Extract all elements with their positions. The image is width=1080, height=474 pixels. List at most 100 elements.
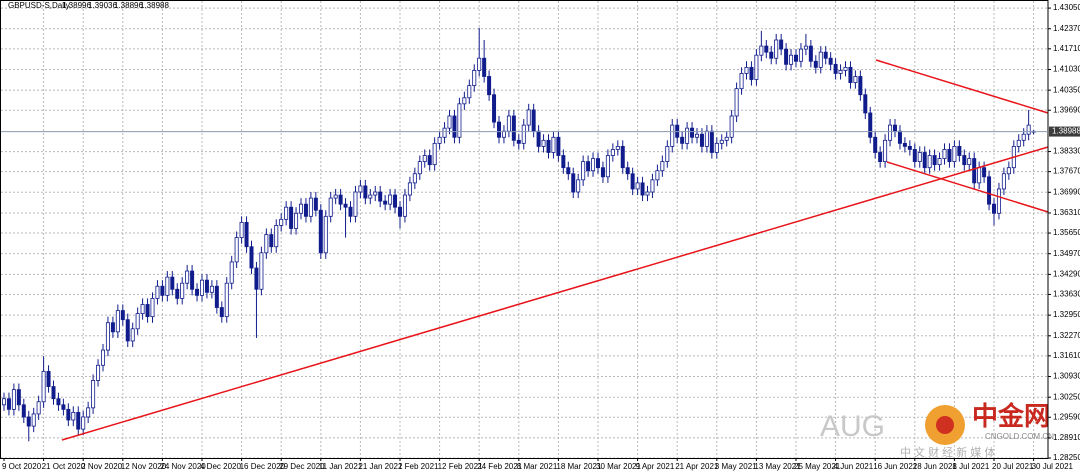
x-tick-label: 13 May 2021 bbox=[754, 462, 801, 471]
candle-body bbox=[81, 416, 86, 430]
candle-body bbox=[432, 142, 437, 166]
candle-body bbox=[209, 285, 214, 293]
candle-body bbox=[487, 76, 492, 96]
candle-body bbox=[2, 398, 7, 406]
candle-body bbox=[358, 185, 363, 193]
candle-body bbox=[868, 112, 873, 138]
candle-body bbox=[917, 152, 922, 162]
trend-line bbox=[61, 146, 1049, 441]
candle-body bbox=[61, 404, 66, 410]
candle-body bbox=[729, 115, 734, 138]
x-tick-label: 9 Apr 2021 bbox=[636, 462, 675, 471]
candle-body bbox=[724, 136, 729, 141]
y-tick-label: 1.33630 bbox=[1053, 290, 1080, 299]
candle-body bbox=[150, 297, 155, 318]
candle-body bbox=[363, 185, 368, 199]
candle-body bbox=[744, 66, 749, 74]
x-tick-label: 9 Oct 2020 bbox=[2, 462, 42, 471]
candle-body bbox=[922, 152, 927, 169]
x-tick-label: 21 Oct 2020 bbox=[42, 462, 86, 471]
candle-body bbox=[645, 191, 650, 196]
candle-body bbox=[863, 94, 868, 114]
chart-title: GBPUSD-S,Daily bbox=[8, 1, 70, 10]
candle-body bbox=[284, 206, 289, 220]
candle-body bbox=[125, 319, 130, 342]
candle-body bbox=[521, 124, 526, 144]
candle-body bbox=[942, 149, 947, 159]
candle-body bbox=[526, 109, 531, 126]
candle-body bbox=[56, 398, 61, 406]
x-tick-label: 12 Nov 2020 bbox=[121, 462, 167, 471]
x-tick-label: 3 May 2021 bbox=[715, 462, 757, 471]
candle-body bbox=[180, 282, 185, 299]
candle-body bbox=[833, 63, 838, 74]
candle-body bbox=[996, 188, 1001, 214]
candle-body bbox=[472, 70, 477, 87]
candle-body bbox=[774, 39, 779, 59]
candle-body bbox=[155, 285, 160, 299]
candle-body bbox=[412, 173, 417, 184]
candle-body bbox=[566, 167, 571, 175]
y-tick-label: 1.34290 bbox=[1053, 269, 1080, 278]
candle-body bbox=[496, 121, 501, 138]
candle-body bbox=[709, 130, 714, 153]
candle-body bbox=[789, 54, 794, 65]
candle-body bbox=[303, 203, 308, 217]
candle-body bbox=[600, 167, 605, 178]
y-tick-label: 1.41710 bbox=[1053, 44, 1080, 53]
candle-body bbox=[665, 145, 670, 162]
candle-body bbox=[754, 54, 759, 80]
candle-body bbox=[591, 158, 596, 172]
candle-body bbox=[784, 48, 789, 65]
candle-body bbox=[254, 267, 259, 290]
candle-body bbox=[610, 149, 615, 156]
candle-body bbox=[962, 155, 967, 166]
candle-body bbox=[828, 57, 833, 65]
candle-body bbox=[536, 130, 541, 147]
y-tick-label: 1.37670 bbox=[1053, 167, 1080, 176]
candle-body bbox=[818, 51, 823, 68]
candle-body bbox=[749, 66, 754, 80]
header-low: 1.38896 bbox=[114, 1, 143, 10]
candle-body bbox=[239, 221, 244, 238]
candle-body bbox=[110, 322, 115, 333]
candle-body bbox=[670, 124, 675, 147]
candle-body bbox=[541, 139, 546, 147]
candle-body bbox=[655, 170, 660, 181]
x-tick-label: 2 Feb 2021 bbox=[398, 462, 439, 471]
candle-body bbox=[823, 51, 828, 59]
candle-body bbox=[878, 152, 883, 162]
candle-body bbox=[937, 158, 942, 166]
candle-body bbox=[873, 136, 878, 153]
candle-body bbox=[199, 279, 204, 296]
candle-body bbox=[556, 136, 561, 156]
candle-body bbox=[249, 246, 254, 269]
header-open: 1.38996 bbox=[62, 1, 91, 10]
candle-body bbox=[165, 276, 170, 296]
candle-body bbox=[759, 45, 764, 56]
candle-body bbox=[402, 194, 407, 217]
candle-body bbox=[452, 115, 457, 138]
candle-body bbox=[739, 73, 744, 90]
y-tick-label: 1.38330 bbox=[1053, 147, 1080, 156]
candle-body bbox=[343, 203, 348, 208]
candle-body bbox=[586, 161, 591, 172]
candle-body bbox=[477, 57, 482, 71]
candle-body bbox=[927, 155, 932, 169]
candle-body bbox=[734, 88, 739, 117]
candle-body bbox=[195, 288, 200, 296]
y-tick-label: 1.35650 bbox=[1053, 228, 1080, 237]
x-tick-label: 24 Feb 2021 bbox=[477, 462, 522, 471]
candle-body bbox=[224, 282, 229, 318]
candle-body bbox=[699, 133, 704, 147]
candle-body bbox=[635, 182, 640, 190]
y-tick-label: 1.34970 bbox=[1053, 249, 1080, 258]
x-tick-label: 24 Nov 2020 bbox=[160, 462, 206, 471]
candle-body bbox=[492, 94, 497, 123]
candle-body bbox=[214, 285, 219, 308]
x-tick-label: 18 Mar 2021 bbox=[556, 462, 601, 471]
x-tick-label: 16 Dec 2020 bbox=[240, 462, 286, 471]
candle-body bbox=[36, 401, 41, 415]
candle-body bbox=[368, 194, 373, 199]
